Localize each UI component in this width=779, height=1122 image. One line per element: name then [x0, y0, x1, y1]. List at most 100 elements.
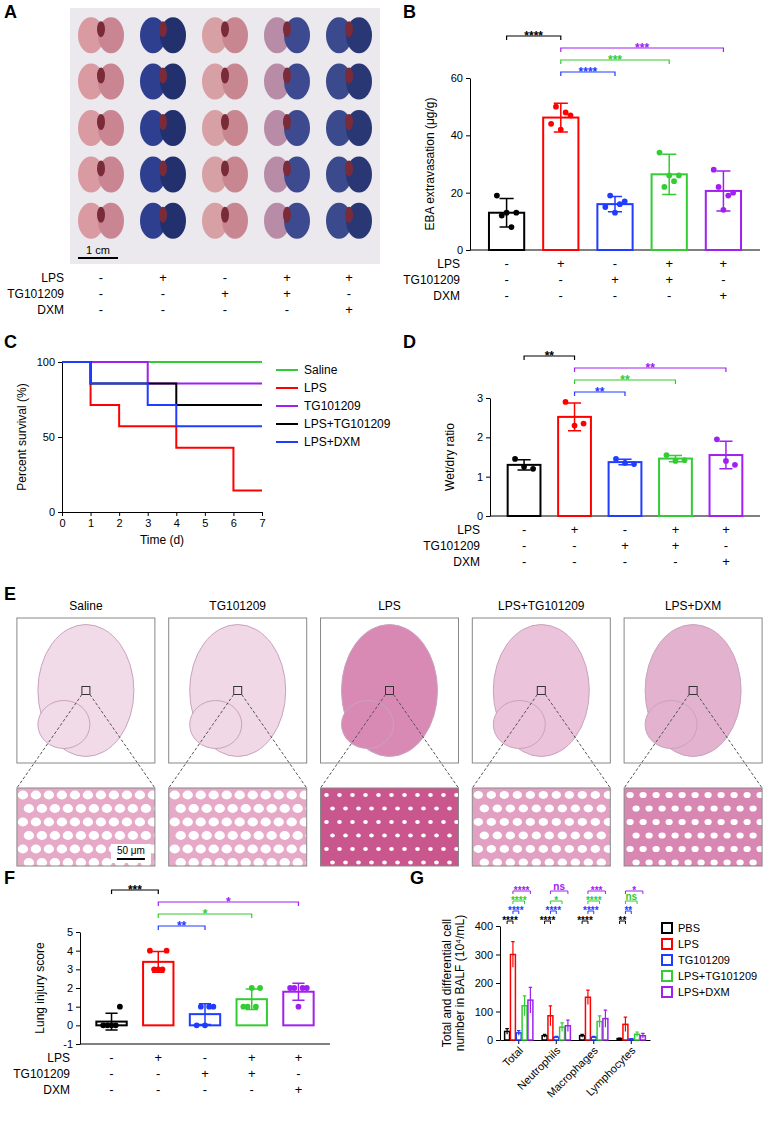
alveolus — [704, 792, 711, 798]
alveolus — [597, 805, 606, 813]
error-bar — [511, 942, 514, 968]
alveolus — [228, 858, 238, 866]
legend-label: LPS — [304, 381, 327, 395]
treatment-sign: - — [203, 1082, 207, 1097]
legend-swatch — [276, 441, 298, 443]
alveolus — [597, 832, 606, 840]
panel-grouped-bar: 0100200300400TotalNeutrophilsMacrophages… — [440, 881, 757, 1100]
treatment-sign: - — [504, 288, 508, 303]
data-point — [494, 193, 500, 199]
lung-hilum — [159, 114, 167, 130]
treatment-sign: - — [223, 302, 227, 317]
treatment-sign: + — [611, 272, 619, 287]
bar — [591, 1037, 596, 1040]
zoom-image — [472, 788, 610, 866]
lung-hilum — [283, 21, 291, 37]
treatment-sign: - — [99, 286, 103, 301]
plot-marks — [489, 103, 741, 250]
alveolus — [382, 807, 387, 811]
alveolus — [176, 804, 186, 813]
alveolus — [50, 804, 60, 813]
lung-lobe — [284, 110, 310, 146]
legend-label: LPS+TG101209 — [678, 970, 757, 982]
alveolus — [57, 791, 67, 800]
lung-lobe — [98, 156, 124, 192]
treatment-sign: + — [665, 256, 673, 271]
error-bar — [608, 196, 622, 211]
alveolus — [31, 845, 41, 854]
zoom-guide — [321, 695, 386, 789]
treatment-sign: - — [673, 554, 677, 569]
alveolus — [671, 859, 678, 865]
alveolus — [493, 805, 502, 813]
tick: 400 — [475, 920, 500, 932]
alveolus — [170, 818, 180, 827]
treatment-sign: - — [613, 256, 617, 271]
tick-label: 2 — [477, 431, 483, 443]
alveolus — [415, 793, 420, 797]
alveolus — [756, 846, 762, 852]
data-point — [304, 985, 310, 991]
alveolus — [552, 818, 561, 826]
tick-mark — [486, 477, 490, 478]
alveolus — [421, 861, 426, 865]
alveolus — [63, 858, 73, 866]
treatment-name: LPS — [47, 1051, 70, 1065]
alveolus — [350, 793, 355, 797]
lung-hilum — [159, 21, 167, 37]
bar — [609, 462, 642, 516]
lung-hilum — [97, 207, 105, 223]
x-axis-line — [80, 1044, 330, 1045]
tick-label: 0 — [59, 517, 65, 529]
alveolus — [684, 805, 691, 811]
alveolus — [196, 845, 206, 854]
alveolus — [356, 861, 361, 865]
error-bar — [518, 460, 531, 470]
alveolus — [697, 805, 704, 811]
error-bar — [716, 171, 730, 211]
bar — [558, 417, 591, 516]
tick-mark — [91, 512, 92, 516]
tick: 1 — [67, 1001, 80, 1013]
alveolus — [632, 805, 639, 811]
data-point — [711, 167, 717, 173]
tick-label: 0 — [477, 510, 483, 522]
alveolus — [552, 845, 561, 853]
legend-label: LPS — [678, 938, 699, 950]
zoom-image — [624, 788, 762, 866]
treatment-name: DXM — [37, 303, 64, 317]
alveolus — [519, 832, 528, 840]
alveolus — [565, 818, 574, 826]
alveolus — [389, 793, 394, 797]
alveolus — [350, 820, 355, 824]
tick: 0 — [487, 1034, 500, 1046]
panel-letter: A — [4, 2, 17, 22]
data-point — [499, 213, 505, 219]
plot-marks — [96, 948, 313, 1030]
tick: 0 — [457, 244, 470, 256]
alveolus — [176, 831, 186, 840]
tick: 3 — [67, 963, 80, 975]
treatment-sign: - — [296, 1066, 300, 1081]
alveolus — [293, 831, 303, 840]
alveolus — [96, 818, 106, 827]
lung-lobe — [140, 156, 166, 192]
lung-hilum — [221, 114, 229, 130]
error-bar — [105, 1013, 117, 1030]
lung-section-lobe — [493, 701, 545, 749]
lung-lobe — [78, 64, 104, 100]
significance-label: *** — [608, 53, 622, 67]
lung-hilum — [221, 21, 229, 37]
alveolus — [209, 791, 219, 800]
tick: 0 — [67, 1019, 80, 1031]
lung-lobe — [284, 17, 310, 53]
alveolus — [519, 859, 528, 866]
alveolus — [658, 805, 665, 811]
image-frame — [624, 618, 762, 763]
alveolus — [274, 818, 284, 827]
alveolus — [261, 818, 271, 827]
lung-lobe — [264, 156, 290, 192]
alveolus — [415, 847, 420, 851]
alveolus — [658, 832, 665, 838]
alveolus — [376, 793, 381, 797]
